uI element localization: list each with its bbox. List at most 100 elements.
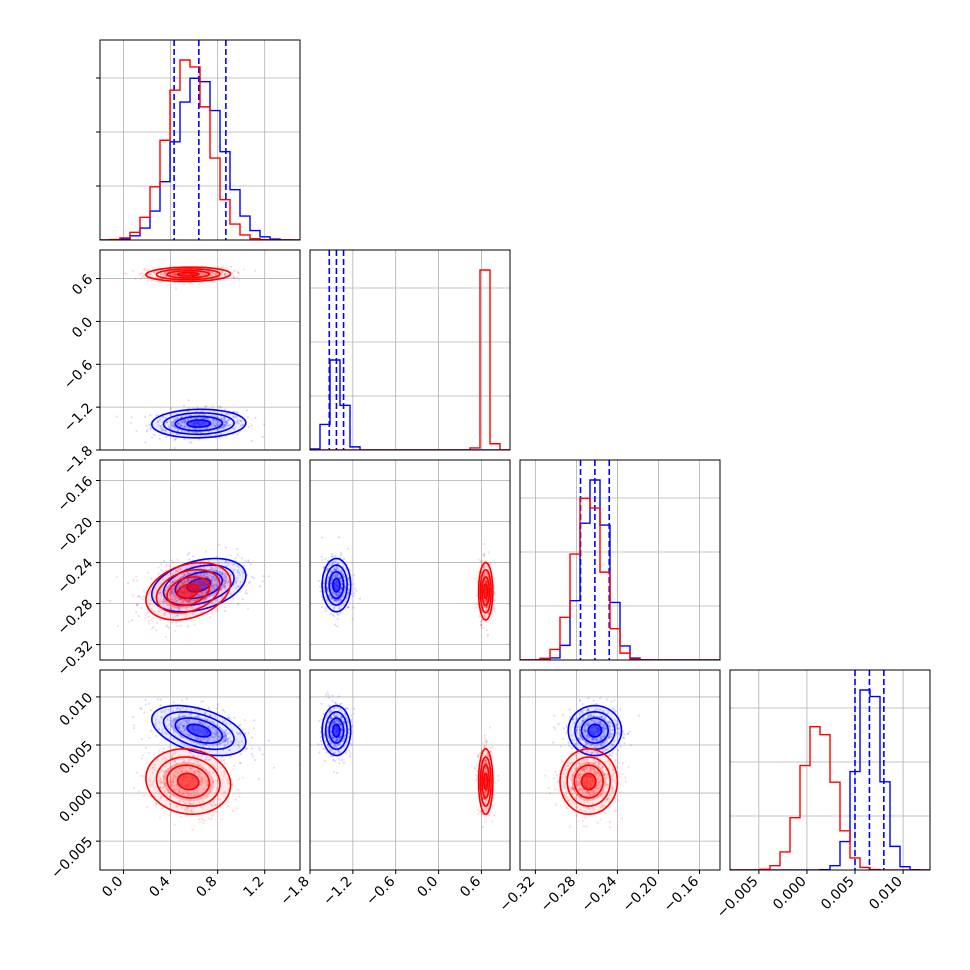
sample-point: [483, 754, 486, 757]
sample-point: [336, 745, 339, 749]
sample-point: [193, 610, 196, 614]
sample-point: [337, 594, 341, 597]
sample-point: [163, 588, 166, 591]
sample-point: [171, 573, 174, 576]
sample-point: [182, 725, 185, 728]
sample-point: [215, 609, 218, 613]
sample-point: [320, 743, 323, 746]
sample-point: [214, 729, 217, 732]
sample-point: [188, 599, 191, 603]
sample-point: [324, 606, 327, 610]
sample-point: [203, 588, 206, 591]
sample-point: [165, 784, 168, 788]
sample-point: [261, 435, 264, 438]
sample-point: [173, 774, 176, 777]
sample-point: [236, 570, 240, 573]
sample-point: [337, 720, 340, 723]
sample-point: [339, 751, 342, 754]
sample-point: [197, 761, 200, 765]
sample-point: [216, 723, 219, 726]
sample-point: [182, 726, 185, 729]
sample-point: [171, 598, 174, 601]
sample-point: [185, 599, 188, 602]
sample-point: [345, 717, 348, 720]
sample-point: [201, 410, 204, 413]
sample-point: [148, 751, 151, 755]
sample-point: [229, 553, 232, 557]
sample-point: [214, 578, 217, 581]
sample-point: [213, 424, 216, 427]
sample-point: [334, 743, 337, 746]
sample-point: [228, 748, 232, 752]
sample-point: [178, 715, 181, 718]
sample-point: [201, 767, 205, 770]
sample-point: [162, 602, 165, 605]
sample-point: [226, 584, 229, 587]
sample-point: [192, 611, 195, 614]
sample-point: [116, 625, 120, 628]
sample-point: [196, 715, 199, 718]
sample-point: [181, 699, 184, 702]
sample-point: [224, 739, 228, 742]
sample-point: [176, 587, 179, 590]
sample-point: [267, 575, 270, 578]
sample-point: [154, 724, 158, 727]
sample-point: [250, 752, 254, 756]
density-contour: [186, 723, 212, 738]
sample-point: [199, 739, 202, 742]
sample-point: [484, 617, 487, 620]
sample-point: [344, 586, 347, 589]
sample-point: [230, 784, 234, 787]
sample-point: [201, 776, 204, 779]
sample-point: [179, 771, 183, 774]
sample-point: [200, 588, 203, 591]
sample-point: [346, 593, 349, 596]
sample-point: [220, 426, 223, 429]
sample-point: [219, 757, 223, 760]
sample-point: [209, 758, 212, 761]
sample-point: [178, 767, 181, 771]
sample-point: [143, 415, 146, 418]
sample-point: [344, 588, 347, 591]
sample-point: [202, 787, 205, 790]
sample-point: [206, 417, 209, 420]
sample-point: [158, 816, 162, 819]
sample-point: [328, 564, 331, 567]
scatter-panel: [99, 249, 301, 451]
sample-point: [139, 273, 142, 276]
sample-point: [204, 712, 207, 715]
sample-point: [324, 693, 327, 696]
sample-point: [224, 425, 227, 428]
sample-point: [177, 429, 180, 432]
sample-point: [345, 596, 348, 599]
sample-point: [338, 758, 341, 761]
sample-point: [209, 590, 212, 594]
sample-point: [221, 578, 224, 582]
sample-point: [204, 598, 207, 601]
sample-point: [208, 594, 211, 597]
sample-point: [162, 600, 165, 604]
sample-point: [182, 792, 185, 795]
sample-point: [323, 729, 326, 732]
sample-point: [336, 567, 339, 571]
sample-point: [485, 615, 488, 618]
sample-point: [340, 571, 344, 574]
sample-point: [342, 720, 346, 723]
sample-point: [187, 758, 191, 761]
sample-point: [155, 735, 158, 738]
sample-point: [174, 273, 177, 276]
sample-point: [160, 273, 163, 276]
sample-point: [224, 274, 227, 277]
sample-point: [337, 743, 341, 746]
sample-point: [333, 737, 336, 740]
sample-point: [253, 269, 257, 272]
sample-point: [231, 582, 234, 585]
sample-point: [321, 559, 324, 562]
sample-point: [334, 701, 337, 704]
sample-point: [173, 823, 177, 826]
sample-point: [224, 576, 227, 579]
sample-point: [237, 271, 240, 274]
sample-point: [258, 748, 262, 751]
sample-point: [205, 426, 209, 429]
sample-point: [323, 590, 326, 593]
